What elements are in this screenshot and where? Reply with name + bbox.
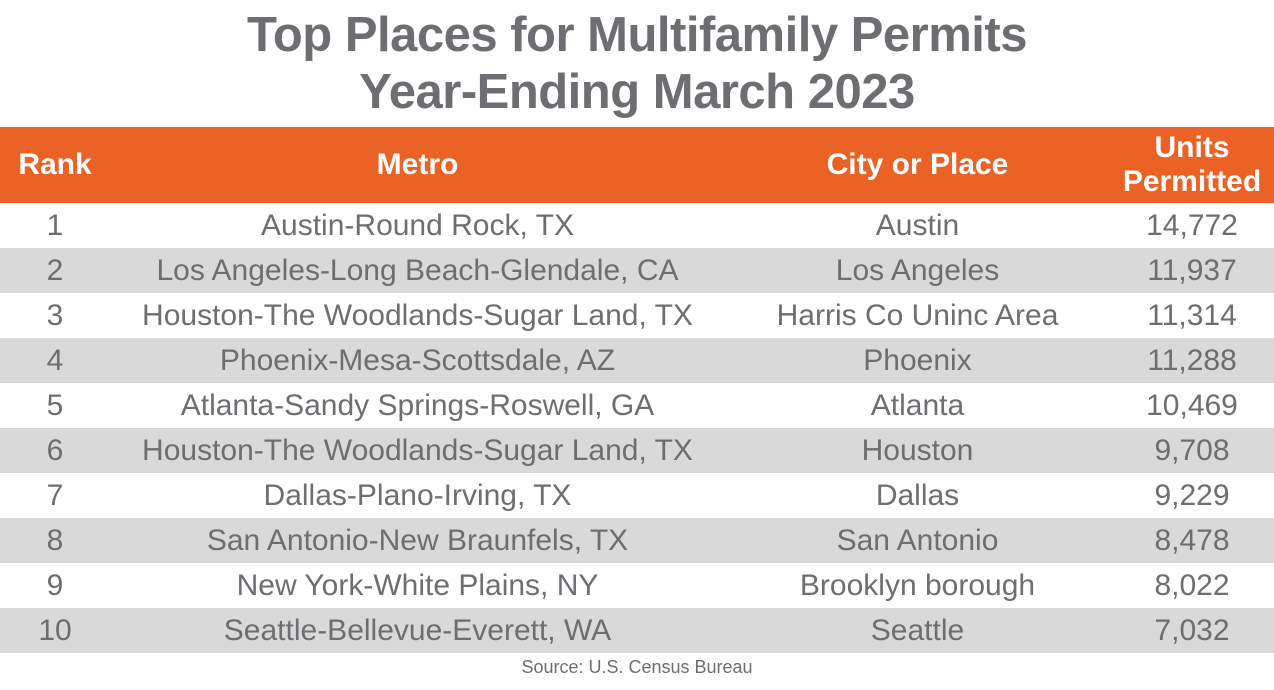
source-note: Source: U.S. Census Bureau bbox=[521, 657, 753, 677]
table-row: 3 Houston-The Woodlands-Sugar Land, TX Har… bbox=[0, 293, 1274, 338]
cell-city: Seattle bbox=[870, 614, 965, 647]
cell-city: Houston bbox=[861, 434, 974, 467]
cell-city: Austin bbox=[875, 209, 960, 242]
cell-metro: Phoenix-Mesa-Scottsdale, AZ bbox=[219, 344, 616, 377]
cell-metro: New York-White Plains, NY bbox=[236, 569, 599, 602]
cell-metro: Houston-The Woodlands-Sugar Land, TX bbox=[142, 299, 693, 332]
cell-rank: 3 bbox=[46, 299, 64, 332]
table-row: 2 Los Angeles-Long Beach-Glendale, CA Los … bbox=[0, 248, 1274, 293]
cell-rank: 7 bbox=[46, 479, 64, 512]
cell-metro: San Antonio-New Braunfels, TX bbox=[206, 524, 629, 557]
column-header-city: City or Place bbox=[826, 148, 1009, 182]
cell-units: 9,229 bbox=[1154, 479, 1230, 512]
cell-units: 9,708 bbox=[1154, 434, 1230, 467]
table-body: 1 Austin-Round Rock, TX Austin 14,772 2 Los A… bbox=[0, 203, 1274, 653]
page-title-line1: Top Places for Multifamily Permits bbox=[247, 7, 1027, 62]
table-row: 10 Seattle-Bellevue-Everett, WA Seattle 7,0… bbox=[0, 608, 1274, 653]
cell-units: 11,937 bbox=[1147, 254, 1237, 287]
cell-city: San Antonio bbox=[836, 524, 999, 557]
table-row: 5 Atlanta-Sandy Springs-Roswell, GA Atlant… bbox=[0, 383, 1274, 428]
cell-city: Harris Co Uninc Area bbox=[776, 299, 1059, 332]
cell-rank: 9 bbox=[46, 569, 64, 602]
cell-city: Los Angeles bbox=[835, 254, 1000, 287]
table-row: 8 San Antonio-New Braunfels, TX San Antoni… bbox=[0, 518, 1274, 563]
cell-rank: 2 bbox=[46, 254, 64, 287]
cell-units: 11,288 bbox=[1147, 344, 1237, 377]
column-header-metro: Metro bbox=[376, 148, 459, 182]
cell-city: Atlanta bbox=[870, 389, 965, 422]
cell-rank: 1 bbox=[46, 209, 64, 242]
cell-metro: Dallas-Plano-Irving, TX bbox=[263, 479, 572, 512]
cell-rank: 5 bbox=[46, 389, 64, 422]
cell-units: 14,772 bbox=[1146, 209, 1238, 242]
cell-units: 11,314 bbox=[1147, 299, 1237, 332]
page-title-line2: Year-Ending March 2023 bbox=[359, 64, 915, 119]
column-header-units: Units Permitted bbox=[1122, 131, 1262, 198]
cell-units: 8,022 bbox=[1154, 569, 1230, 602]
cell-rank: 10 bbox=[38, 614, 72, 647]
cell-rank: 6 bbox=[46, 434, 64, 467]
cell-rank: 8 bbox=[46, 524, 64, 557]
cell-units: 10,469 bbox=[1146, 389, 1238, 422]
cell-city: Dallas bbox=[875, 479, 960, 512]
table-row: 7 Dallas-Plano-Irving, TX Dallas 9,229 bbox=[0, 473, 1274, 518]
cell-metro: Seattle-Bellevue-Everett, WA bbox=[223, 614, 612, 647]
cell-metro: Houston-The Woodlands-Sugar Land, TX bbox=[142, 434, 693, 467]
cell-units: 8,478 bbox=[1154, 524, 1230, 557]
table-row: 9 New York-White Plains, NY Brooklyn borou… bbox=[0, 563, 1274, 608]
table-row: 1 Austin-Round Rock, TX Austin 14,772 bbox=[0, 203, 1274, 248]
cell-city: Phoenix bbox=[863, 344, 972, 377]
cell-units: 7,032 bbox=[1154, 614, 1230, 647]
page-title: Top Places for Multifamily Permits Year-… bbox=[0, 0, 1274, 127]
table-row: 6 Houston-The Woodlands-Sugar Land, TX Hou… bbox=[0, 428, 1274, 473]
column-header-rank: Rank bbox=[18, 148, 92, 182]
cell-metro: Atlanta-Sandy Springs-Roswell, GA bbox=[180, 389, 655, 422]
cell-rank: 4 bbox=[46, 344, 64, 377]
cell-city: Brooklyn borough bbox=[799, 569, 1036, 602]
table-row: 4 Phoenix-Mesa-Scottsdale, AZ Phoenix 11,28… bbox=[0, 338, 1274, 383]
table-header: Rank Metro City or Place Units Permitted bbox=[0, 127, 1274, 203]
cell-metro: Austin-Round Rock, TX bbox=[261, 209, 574, 242]
cell-metro: Los Angeles-Long Beach-Glendale, CA bbox=[156, 254, 679, 287]
